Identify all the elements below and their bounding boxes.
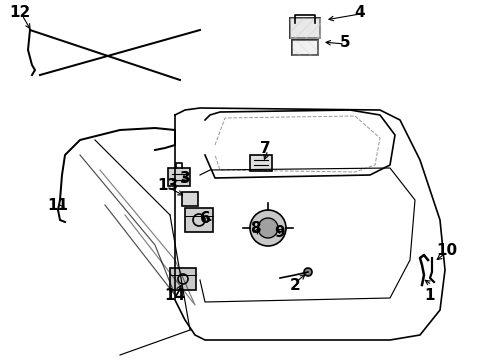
Bar [250,155,272,171]
Text: 2: 2 [290,278,300,292]
Circle shape [250,210,286,246]
Bar [185,208,213,232]
Text: 12: 12 [9,5,31,19]
Text: 10: 10 [437,243,458,257]
Bar [168,168,190,186]
Bar [292,40,318,55]
Text: 9: 9 [275,225,285,239]
Polygon shape [292,40,318,55]
Circle shape [304,268,312,276]
Text: 11: 11 [48,198,69,212]
Text: 13: 13 [157,177,178,193]
Text: 3: 3 [180,171,190,185]
Bar [290,18,320,38]
Text: 4: 4 [355,5,366,19]
Text: 7: 7 [260,140,270,156]
Circle shape [258,218,278,238]
Text: 1: 1 [425,288,435,302]
Bar [170,268,196,290]
Text: 14: 14 [165,288,186,302]
Bar [182,192,198,206]
Polygon shape [290,18,320,38]
Text: 6: 6 [199,211,210,225]
Text: 5: 5 [340,35,350,50]
Text: 8: 8 [250,220,260,235]
